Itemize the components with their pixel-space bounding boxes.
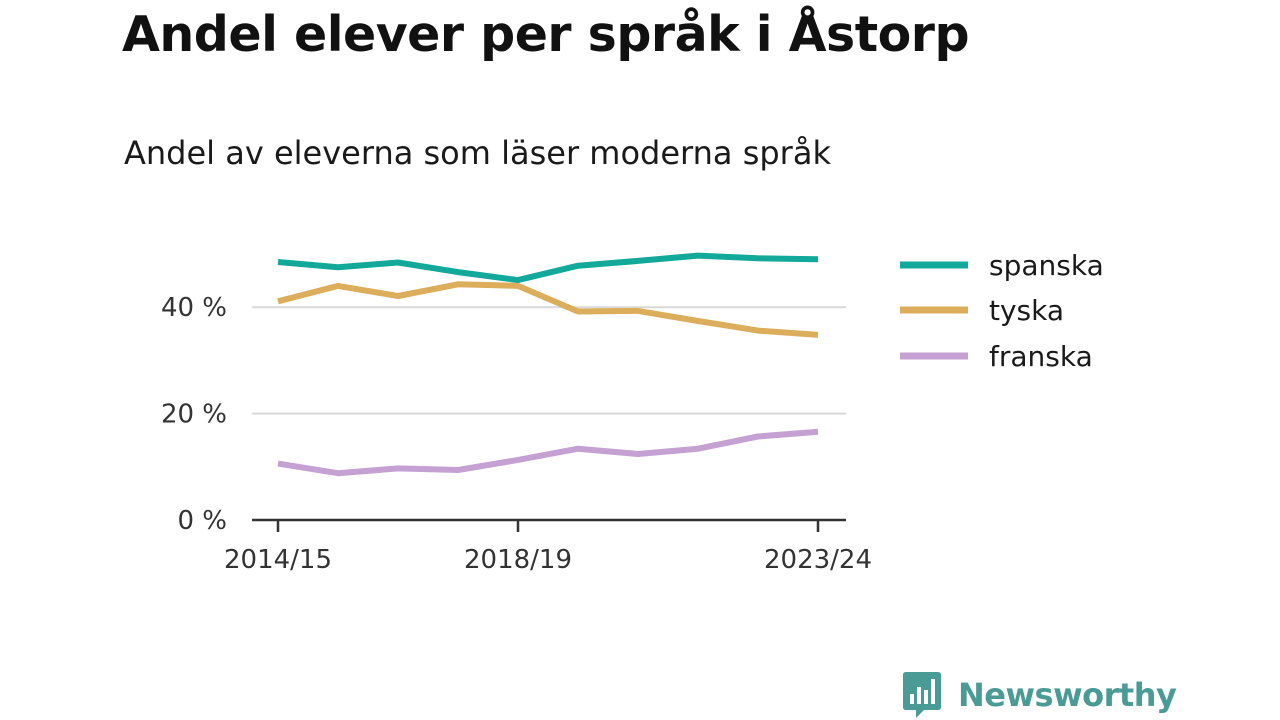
- legend-label-franska: franska: [989, 340, 1093, 373]
- y-tick-label: 0 %: [177, 506, 227, 536]
- chart-title: Andel elever per språk i Åstorp: [122, 6, 970, 63]
- y-tick-label: 20 %: [161, 400, 227, 430]
- y-tick-label: 40 %: [161, 293, 227, 323]
- chart-subtitle: Andel av eleverna som läser moderna språ…: [124, 134, 831, 172]
- x-tick-label: 2023/24: [764, 545, 872, 575]
- x-tick-label: 2018/19: [464, 545, 572, 575]
- series-line-franska: [277, 428, 819, 477]
- brand-logo: Newsworthy: [902, 670, 1177, 720]
- brand-name: Newsworthy: [958, 676, 1177, 714]
- legend-label-spanska: spanska: [989, 249, 1104, 282]
- series-line-spanska: [277, 252, 819, 284]
- x-axis: 2014/15 2018/19 2023/24: [224, 518, 872, 575]
- bar-chart-speech-bubble-icon: [903, 672, 941, 718]
- legend-label-tyska: tyska: [989, 294, 1064, 327]
- grid-lines: 0 % 20 % 40 %: [161, 293, 846, 536]
- series-line-tyska: [277, 281, 819, 338]
- legend: spanska tyska franska: [900, 249, 1104, 373]
- x-tick-label: 2014/15: [224, 545, 332, 575]
- series-lines: [277, 252, 819, 477]
- line-chart: 0 % 20 % 40 % 2014/15 2018/19 2023/24 spansk…: [161, 249, 1104, 575]
